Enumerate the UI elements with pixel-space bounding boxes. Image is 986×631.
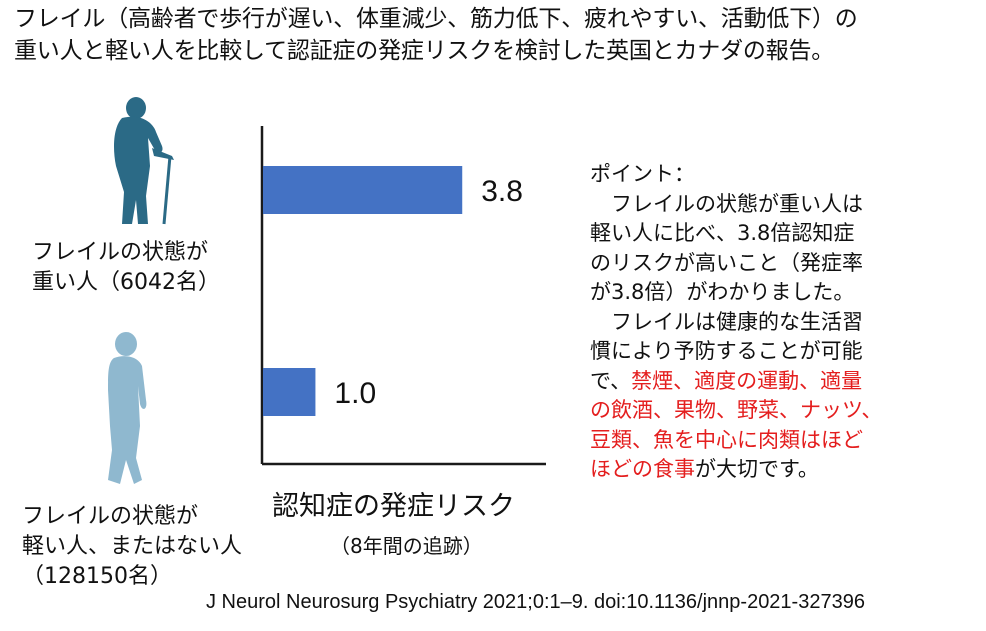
note-line: で、禁煙、適度の運動、適量 — [590, 367, 920, 397]
note-line: のリスクが高いこと（発症率 — [590, 249, 920, 279]
chart-x-axis-sublabel: （8年間の追跡） — [330, 534, 483, 558]
note-line: ほどの食事が大切です。 — [590, 455, 920, 485]
note-line: 豆類、魚を中心に肉類はほど — [590, 426, 920, 456]
note-text: が3.8倍）がわかりました。 — [590, 280, 855, 304]
note-text: 軽い人に比べ、3.8倍認知症 — [590, 221, 855, 245]
risk-bar-chart: 3.8 1.0 — [260, 126, 546, 466]
note-line: フレイルの状態が重い人は — [590, 190, 920, 220]
header-line-1: フレイル（高齢者で歩行が遅い、体重減少、筋力低下、疲れやすい、活動低下）の — [14, 6, 858, 32]
note-highlight-text: 禁煙、適度の運動、適量 — [631, 368, 863, 393]
group-label-heavy: フレイルの状態が 重い人（6042名） — [32, 238, 220, 298]
note-text: で、 — [590, 368, 632, 393]
note-text: が大切です。 — [695, 457, 819, 481]
header-line-2: 重い人と軽い人を比較して認証症の発症リスクを検討した英国とカナダの報告。 — [14, 38, 835, 64]
note-line: 軽い人に比べ、3.8倍認知症 — [590, 219, 920, 249]
note-line: フレイルは健康的な生活習 — [590, 308, 920, 338]
note-text: のリスクが高いこと（発症率 — [590, 250, 863, 275]
note-line: ポイント： — [590, 160, 920, 190]
chart-value-label-1: 1.0 — [334, 377, 376, 410]
note-line: の飲酒、果物、野菜、ナッツ、 — [590, 396, 920, 426]
note-text: 慣により予防することが可能 — [590, 339, 863, 363]
group-label-heavy-line1: フレイルの状態が — [32, 240, 209, 265]
group-label-light-line3: （128150名） — [22, 564, 172, 589]
group-label-light-line1: フレイルの状態が — [22, 504, 199, 529]
note-text: ポイント： — [590, 162, 695, 186]
note-text: フレイルは健康的な生活習 — [590, 309, 863, 334]
key-points-note: ポイント： フレイルの状態が重い人は 軽い人に比べ、3.8倍認知症 のリスクが高いこ… — [590, 160, 920, 485]
chart-bar-1 — [263, 368, 316, 416]
group-label-heavy-line2: 重い人（6042名） — [32, 270, 220, 295]
note-text: フレイルの状態が重い人は — [590, 191, 863, 216]
elderly-person-with-cane-icon — [114, 97, 174, 225]
group-label-light: フレイルの状態が 軽い人、またはない人 （128150名） — [22, 502, 242, 592]
note-line: 慣により予防することが可能 — [590, 337, 920, 367]
note-highlight-text: 豆類、魚を中心に肉類はほど — [590, 427, 863, 452]
chart-x-axis-label: 認知症の発症リスク — [272, 491, 515, 522]
note-highlight-text: の飲酒、果物、野菜、ナッツ、 — [590, 398, 883, 422]
chart-value-label-0: 3.8 — [481, 175, 523, 208]
note-line: が3.8倍）がわかりました。 — [590, 278, 920, 308]
elderly-person-walking-icon — [108, 332, 147, 484]
note-highlight-text: ほどの食事 — [590, 457, 695, 481]
group-label-light-line2: 軽い人、またはない人 — [22, 534, 243, 559]
chart-bar-0 — [263, 166, 463, 214]
citation: J Neurol Neurosurg Psychiatry 2021;0:1–9… — [206, 591, 865, 613]
